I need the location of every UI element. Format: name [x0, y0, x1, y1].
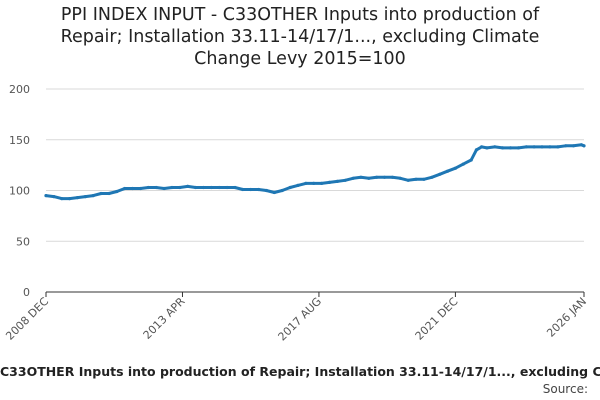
data-point	[579, 143, 584, 147]
data-point	[225, 185, 229, 190]
data-point	[91, 194, 95, 198]
data-point	[280, 188, 284, 193]
data-point	[241, 187, 245, 192]
data-point	[233, 185, 237, 190]
data-point	[335, 179, 339, 183]
x-axis: 2008 DEC 2013 APR 2017 AUG 2021 DEC 2026 JAN	[3, 292, 589, 343]
y-tick-label: 0	[23, 286, 30, 299]
legend: C33OTHER Inputs into production of Repai…	[0, 364, 600, 379]
data-point	[304, 181, 308, 185]
data-point	[406, 178, 410, 182]
data-point	[359, 175, 363, 179]
data-point	[445, 169, 450, 173]
data-point	[123, 186, 127, 191]
data-point	[540, 145, 544, 149]
grid-lines	[46, 88, 584, 293]
data-point	[375, 175, 379, 179]
data-point	[564, 144, 568, 148]
data-point	[453, 166, 457, 170]
chart-title: PPI INDEX INPUT - C33OTHER Inputs into p…	[0, 4, 600, 70]
data-point	[154, 185, 158, 190]
data-point	[327, 180, 331, 184]
y-tick-label: 100	[9, 185, 30, 198]
series-group	[44, 143, 586, 201]
x-tick-label: 2026 JAN	[544, 295, 589, 340]
y-tick-label: 150	[9, 134, 30, 147]
data-point	[501, 146, 505, 150]
data-point	[249, 187, 253, 192]
data-point	[83, 195, 87, 199]
data-point	[272, 190, 276, 195]
data-point	[548, 145, 552, 149]
data-point	[99, 191, 103, 196]
x-tick-label: 2008 DEC	[3, 295, 51, 343]
data-point	[469, 158, 473, 162]
data-point	[44, 194, 48, 198]
data-point	[343, 178, 347, 182]
data-point	[382, 175, 387, 179]
data-point	[480, 145, 484, 149]
x-tick-label: 2017 AUG	[276, 295, 325, 344]
x-tick-label: 2013 APR	[141, 295, 188, 342]
data-point	[138, 186, 143, 191]
data-point	[320, 181, 324, 185]
data-point	[398, 176, 402, 180]
chart-title-line-3: Change Levy 2015=100	[194, 49, 406, 69]
data-point	[312, 181, 316, 185]
data-point	[516, 146, 521, 150]
data-point	[524, 145, 528, 149]
data-point	[257, 187, 261, 192]
data-point	[461, 162, 465, 166]
y-tick-label: 50	[16, 235, 30, 248]
data-point	[351, 176, 355, 180]
data-point	[60, 197, 64, 201]
data-point	[68, 197, 72, 201]
data-point	[146, 185, 150, 190]
data-point	[422, 177, 426, 181]
data-point	[288, 185, 292, 190]
data-point	[438, 172, 442, 176]
data-point	[571, 144, 576, 148]
data-point	[194, 185, 198, 190]
source-label: Source:	[542, 382, 588, 396]
data-point	[75, 196, 80, 200]
data-point	[367, 176, 371, 180]
data-point	[296, 183, 300, 187]
data-point	[162, 186, 166, 191]
x-tick-label: 2021 DEC	[413, 295, 461, 343]
data-point	[186, 184, 190, 188]
data-point	[390, 175, 394, 179]
data-point	[414, 177, 418, 181]
data-point	[52, 195, 56, 199]
data-point	[217, 185, 221, 190]
data-point	[264, 188, 268, 193]
y-tick-label: 200	[9, 83, 30, 96]
chart-title-line-2: Repair; Installation 33.11-14/17/1..., e…	[60, 27, 540, 47]
data-point	[131, 186, 135, 191]
chart-title-line-1: PPI INDEX INPUT - C33OTHER Inputs into p…	[60, 5, 540, 25]
data-point	[582, 144, 586, 148]
data-point	[508, 146, 513, 150]
data-point	[532, 145, 536, 149]
data-point	[209, 185, 213, 190]
legend-label: C33OTHER Inputs into production of Repai…	[0, 364, 600, 379]
data-point	[178, 185, 182, 190]
y-axis-tick-labels: 0 50 100 150 200	[9, 83, 30, 299]
data-point	[556, 145, 560, 149]
data-point	[170, 185, 174, 190]
data-point	[493, 145, 497, 149]
data-point	[430, 175, 434, 179]
data-point	[107, 191, 111, 196]
data-point	[115, 189, 119, 194]
data-point	[201, 185, 206, 190]
data-point	[485, 146, 489, 150]
data-point	[474, 148, 478, 152]
